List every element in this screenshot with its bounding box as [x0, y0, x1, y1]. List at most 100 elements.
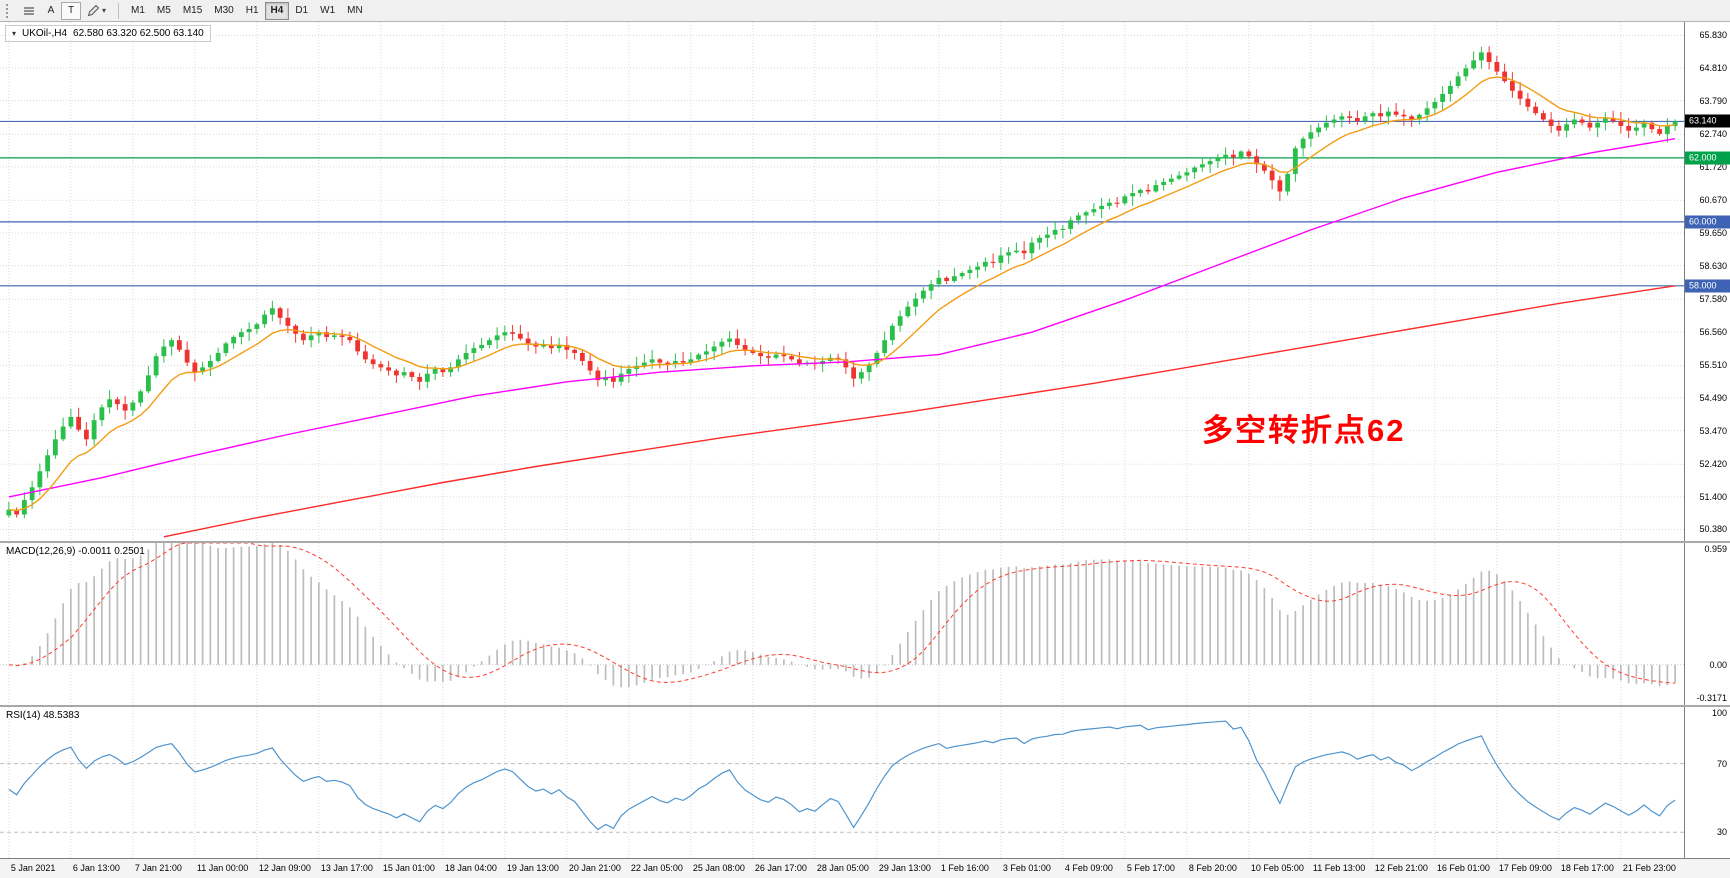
candle-body [1385, 111, 1391, 117]
time-axis-label: 25 Jan 08:00 [692, 863, 745, 873]
symbol-ohlc-label[interactable]: ▾ UKOil-,H4 62.580 63.320 62.500 63.140 [5, 25, 211, 42]
rsi-axis[interactable]: 100 70 30 [1684, 707, 1730, 858]
candle-body [463, 352, 469, 360]
main-chart-plot[interactable]: ▾ UKOil-,H4 62.580 63.320 62.500 63.140 … [0, 22, 1684, 541]
candle-body [1370, 113, 1376, 117]
rsi-canvas[interactable] [0, 707, 1684, 858]
candle-body [76, 416, 82, 430]
candle-body [1176, 175, 1182, 179]
candle-body [1339, 116, 1345, 120]
candle-body [982, 261, 988, 267]
price-axis-tick: 51.400 [1699, 491, 1727, 502]
main-chart-canvas[interactable] [0, 22, 1684, 541]
candle-body [1571, 119, 1577, 125]
candle-body [851, 367, 857, 379]
timeframe-button-m5[interactable]: M5 [156, 5, 171, 16]
candle-body [1323, 122, 1329, 128]
menu-icon [24, 6, 34, 15]
timeframe-button-m30[interactable]: M30 [214, 5, 234, 16]
candle-body [60, 426, 66, 440]
time-axis[interactable]: 5 Jan 2021 6 Jan 13:00 7 Jan 21:00 11 Jan 0… [0, 858, 1730, 878]
candle-body [696, 354, 702, 360]
candle-body [308, 335, 314, 341]
price-axis[interactable]: 65.830 64.810 63.790 62.740 61.720 60.670 59.6… [1684, 22, 1730, 541]
time-axis-label: 1 Feb 16:00 [940, 863, 989, 873]
time-axis-label: 21 Feb 23:00 [1622, 863, 1676, 873]
candle-body [990, 261, 996, 263]
pointer-tool-button[interactable]: A [47, 5, 55, 16]
timeframe-button-w1[interactable]: W1 [320, 5, 336, 16]
timeframe-button-h1[interactable]: H1 [245, 5, 259, 16]
candle-body [1207, 161, 1213, 165]
candle-body [1409, 116, 1415, 120]
time-axis-label: 15 Jan 01:00 [382, 863, 435, 873]
time-axis-label: 20 Jan 21:00 [568, 863, 621, 873]
candle-body [1494, 61, 1500, 72]
time-axis-label: 7 Jan 21:00 [134, 863, 182, 873]
candle-body [1525, 98, 1531, 107]
candle-body [587, 360, 593, 371]
candle-body [1463, 68, 1469, 77]
macd-canvas[interactable] [0, 543, 1684, 705]
candle-body [680, 360, 686, 363]
candle-body [1432, 101, 1438, 109]
candle-body [944, 277, 950, 282]
time-axis-label: 28 Jan 05:00 [816, 863, 869, 873]
candle-body [641, 362, 647, 366]
toolbar-grip-handle[interactable] [6, 3, 11, 18]
main-grid-vertical [8, 22, 1622, 541]
candle-body [440, 368, 446, 373]
candle-body [1641, 122, 1647, 128]
text-tool-button[interactable]: T [61, 1, 81, 20]
timeframe-button-d1[interactable]: D1 [295, 5, 309, 16]
toolbar-separator [118, 2, 120, 19]
candle-body [1230, 154, 1236, 158]
price-axis-tick: 50.380 [1699, 524, 1727, 535]
macd-axis[interactable]: 0.959 0.00 -0.3171 [1684, 543, 1730, 705]
time-axis-label: 22 Jan 05:00 [630, 863, 683, 873]
candle-body [1347, 116, 1353, 118]
macd-axis-tick: -0.3171 [1696, 693, 1727, 703]
draw-tool-button[interactable]: ▾ [81, 2, 112, 20]
candle-body [1649, 122, 1655, 130]
timeframe-button-m15[interactable]: M15 [182, 5, 203, 16]
price-axis-tick: 52.420 [1699, 459, 1727, 470]
candle-body [37, 471, 43, 488]
candle-body [1052, 229, 1058, 235]
candle-body [1672, 121, 1678, 126]
rsi-plot[interactable]: RSI(14) 48.5383 [0, 707, 1684, 858]
candle-body [1610, 117, 1616, 122]
candle-body [1254, 156, 1260, 165]
candle-body [548, 344, 554, 349]
candle-body [1478, 52, 1484, 61]
toolbar: A T ▾ M1 M5 M15 M30 H1 H4 D1 W1 MN [0, 0, 1730, 22]
candle-body [262, 314, 268, 325]
candle-body [91, 420, 97, 440]
time-axis-label: 16 Feb 01:00 [1436, 863, 1490, 873]
candle-body [1595, 122, 1601, 128]
ma-slow-line [163, 285, 1676, 538]
candle-body [959, 273, 965, 277]
candle-body [525, 338, 531, 344]
macd-plot[interactable]: MACD(12,26,9) -0.0011 0.2501 [0, 543, 1684, 705]
candle-body [223, 343, 229, 353]
timeframe-button-h4[interactable]: H4 [264, 1, 290, 20]
timeframe-button-m1[interactable]: M1 [131, 5, 145, 16]
candle-body [1106, 202, 1112, 206]
candle-body [556, 344, 562, 349]
candle-body [409, 372, 415, 377]
menu-icon-button[interactable] [17, 2, 41, 20]
pencil-icon [87, 4, 100, 17]
candle-body [1122, 196, 1128, 204]
candle-body [1083, 212, 1089, 216]
candle-body [1540, 113, 1546, 120]
candle-body [665, 362, 671, 365]
candle-body [107, 399, 113, 408]
price-axis-tick: 61.720 [1699, 161, 1727, 172]
candle-body [1130, 193, 1136, 197]
candle-body [455, 359, 461, 368]
candle-body [6, 509, 12, 516]
timeframe-button-mn[interactable]: MN [347, 5, 363, 16]
price-axis-tick: 58.630 [1699, 260, 1727, 271]
candle-body [1440, 93, 1446, 102]
